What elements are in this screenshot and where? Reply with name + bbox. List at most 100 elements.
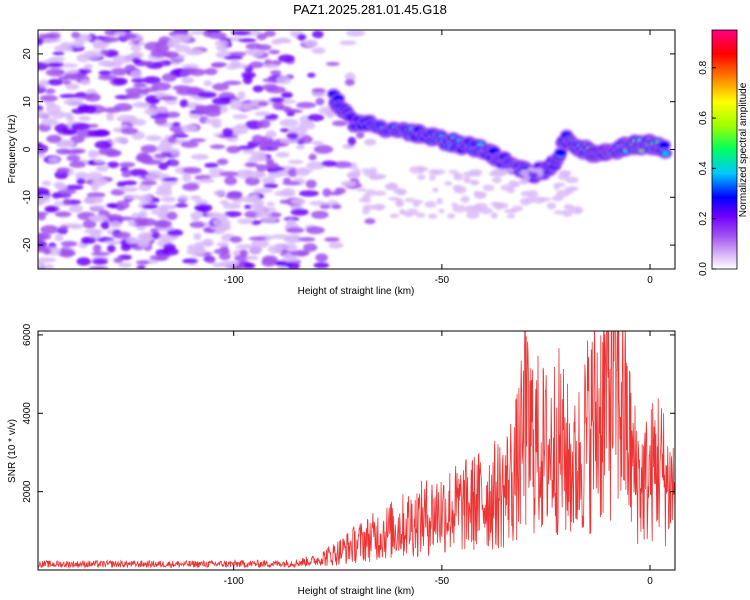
noise-blob [45, 32, 61, 40]
noise-blob [204, 68, 218, 76]
noise-blob [252, 85, 264, 93]
noise-blob [150, 228, 159, 234]
noise-blob [333, 161, 352, 169]
signal-smear [417, 174, 426, 181]
colorbar-ticks: 0.0 0.2 0.4 0.6 0.8 [698, 60, 716, 276]
noise-blob [62, 198, 72, 206]
noise-blob [204, 118, 222, 125]
noise-blob [242, 75, 253, 85]
noise-blob [252, 207, 264, 213]
noise-blob [344, 72, 356, 81]
noise-blob [48, 157, 60, 163]
noise-blob [210, 225, 224, 230]
noise-blob [207, 31, 227, 40]
signal-smear [452, 204, 467, 213]
spectrogram-xlabel: Height of straight line (km) [298, 286, 415, 297]
noise-blob [91, 251, 111, 256]
noise-blob [157, 105, 168, 113]
noise-blob [181, 173, 192, 182]
noise-blob [169, 125, 184, 132]
noise-blob [205, 30, 222, 34]
noise-blob [180, 141, 199, 148]
noise-blob [54, 233, 64, 242]
spectrogram-signal [326, 87, 673, 219]
noise-blob [43, 248, 52, 255]
noise-blob [136, 225, 146, 231]
noise-blob [137, 239, 150, 248]
noise-blob [76, 68, 92, 74]
noise-blob [264, 113, 279, 121]
noise-blob [291, 198, 306, 205]
noise-blob [256, 44, 272, 51]
noise-blob [136, 265, 146, 269]
noise-blob [66, 69, 80, 74]
snr-xtick-label: -100 [224, 576, 244, 587]
noise-blob [197, 91, 217, 99]
noise-blob [270, 143, 280, 149]
noise-blob [281, 91, 293, 99]
signal-smear [463, 175, 471, 184]
noise-blob [257, 101, 269, 107]
noise-blob [44, 263, 54, 269]
noise-blob [311, 47, 326, 54]
signal-smear [506, 213, 516, 219]
noise-blob [248, 236, 267, 241]
signal-smear [460, 195, 470, 203]
noise-blob [312, 30, 324, 39]
colorbar-tick-label: 0.4 [698, 161, 709, 175]
noise-blob [203, 80, 213, 87]
signal-peak [557, 150, 565, 155]
noise-blob [230, 30, 251, 36]
spectrogram-ylabel: Frequency (Hz) [7, 115, 18, 184]
noise-blob [155, 188, 173, 197]
noise-blob [167, 136, 177, 144]
noise-blob [266, 86, 286, 94]
signal-smear [518, 179, 529, 185]
noise-blob [263, 183, 279, 189]
noise-blob [142, 76, 161, 84]
noise-blob [216, 241, 229, 247]
noise-blob [313, 144, 334, 154]
noise-blob [139, 194, 153, 204]
noise-blob [256, 33, 267, 41]
signal-smear [522, 175, 531, 181]
noise-blob [210, 62, 226, 68]
noise-blob [113, 257, 124, 264]
noise-blob [110, 67, 129, 76]
noise-blob [127, 33, 138, 39]
noise-blob [112, 231, 131, 239]
noise-blob [100, 220, 110, 230]
snr-xtick-label: -50 [435, 576, 450, 587]
noise-blob [125, 92, 141, 100]
noise-blob [80, 236, 97, 244]
noise-blob [298, 121, 316, 130]
noise-blob [51, 110, 65, 119]
noise-blob [119, 162, 136, 168]
signal-smear [438, 208, 445, 214]
signal-smear [404, 197, 416, 203]
noise-blob [180, 124, 198, 132]
noise-blob [276, 75, 292, 85]
signal-smear [492, 170, 505, 178]
noise-blob [88, 266, 109, 269]
spectrogram-ytick-label: 0 [22, 146, 33, 152]
noise-blob [311, 210, 329, 219]
noise-blob [87, 130, 104, 137]
noise-blob [223, 80, 242, 86]
noise-blob [281, 243, 298, 251]
snr-frame [37, 330, 676, 571]
noise-blob [79, 79, 91, 86]
noise-blob [74, 171, 89, 181]
snr-ylabel: SNR (10 * v/v) [7, 419, 18, 483]
noise-blob [204, 108, 222, 117]
noise-blob [282, 181, 301, 186]
noise-blob [166, 229, 184, 237]
noise-blob [116, 114, 136, 123]
noise-blob [54, 211, 72, 218]
noise-blob [38, 233, 47, 242]
noise-blob [347, 136, 357, 146]
noise-blob [286, 111, 295, 117]
noise-blob [93, 158, 104, 164]
noise-blob [219, 199, 229, 205]
